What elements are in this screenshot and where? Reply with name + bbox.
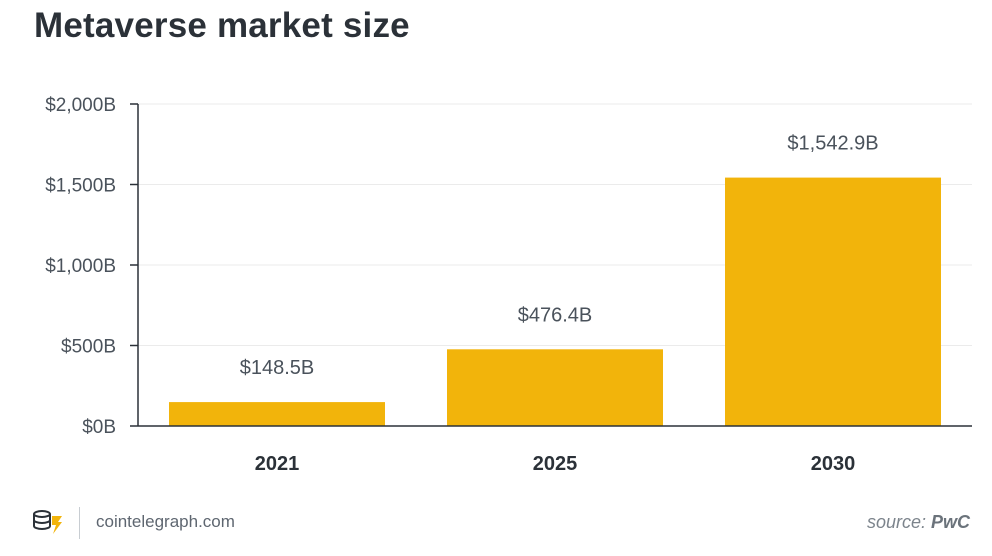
footer-site: cointelegraph.com (96, 512, 235, 531)
bar-2030 (725, 177, 941, 426)
y-tick-label: $1,000B (45, 256, 116, 277)
y-axis-ticks: $0B $500B $1,000B $1,500B $2,000B (45, 95, 138, 438)
x-axis-ticks: 2021 2025 2030 (255, 453, 856, 475)
bar-2025 (447, 349, 663, 426)
y-tick-label: $0B (82, 417, 116, 438)
y-tick-label: $2,000B (45, 95, 116, 116)
value-label: $148.5B (240, 357, 315, 379)
value-label: $476.4B (518, 304, 593, 326)
source-prefix: source: (866, 512, 931, 532)
footer-source: source: PwC (867, 512, 970, 533)
y-tick-label: $1,500B (45, 176, 116, 197)
source-name: PwC (930, 512, 970, 532)
x-tick-label: 2025 (533, 453, 578, 475)
value-labels: $148.5B $476.4B $1,542.9B (240, 133, 879, 379)
bar-chart: $0B $500B $1,000B $1,500B $2,000B $148.5B $47… (45, 95, 972, 475)
cointelegraph-logo-icon (30, 508, 66, 543)
footer-divider (79, 507, 80, 539)
bar-2021 (169, 402, 385, 426)
x-tick-label: 2021 (255, 453, 300, 475)
x-tick-label: 2030 (811, 453, 856, 475)
bars (169, 177, 941, 426)
value-label: $1,542.9B (787, 133, 878, 155)
chart-title: Metaverse market size (34, 6, 410, 45)
y-tick-label: $500B (61, 337, 116, 358)
